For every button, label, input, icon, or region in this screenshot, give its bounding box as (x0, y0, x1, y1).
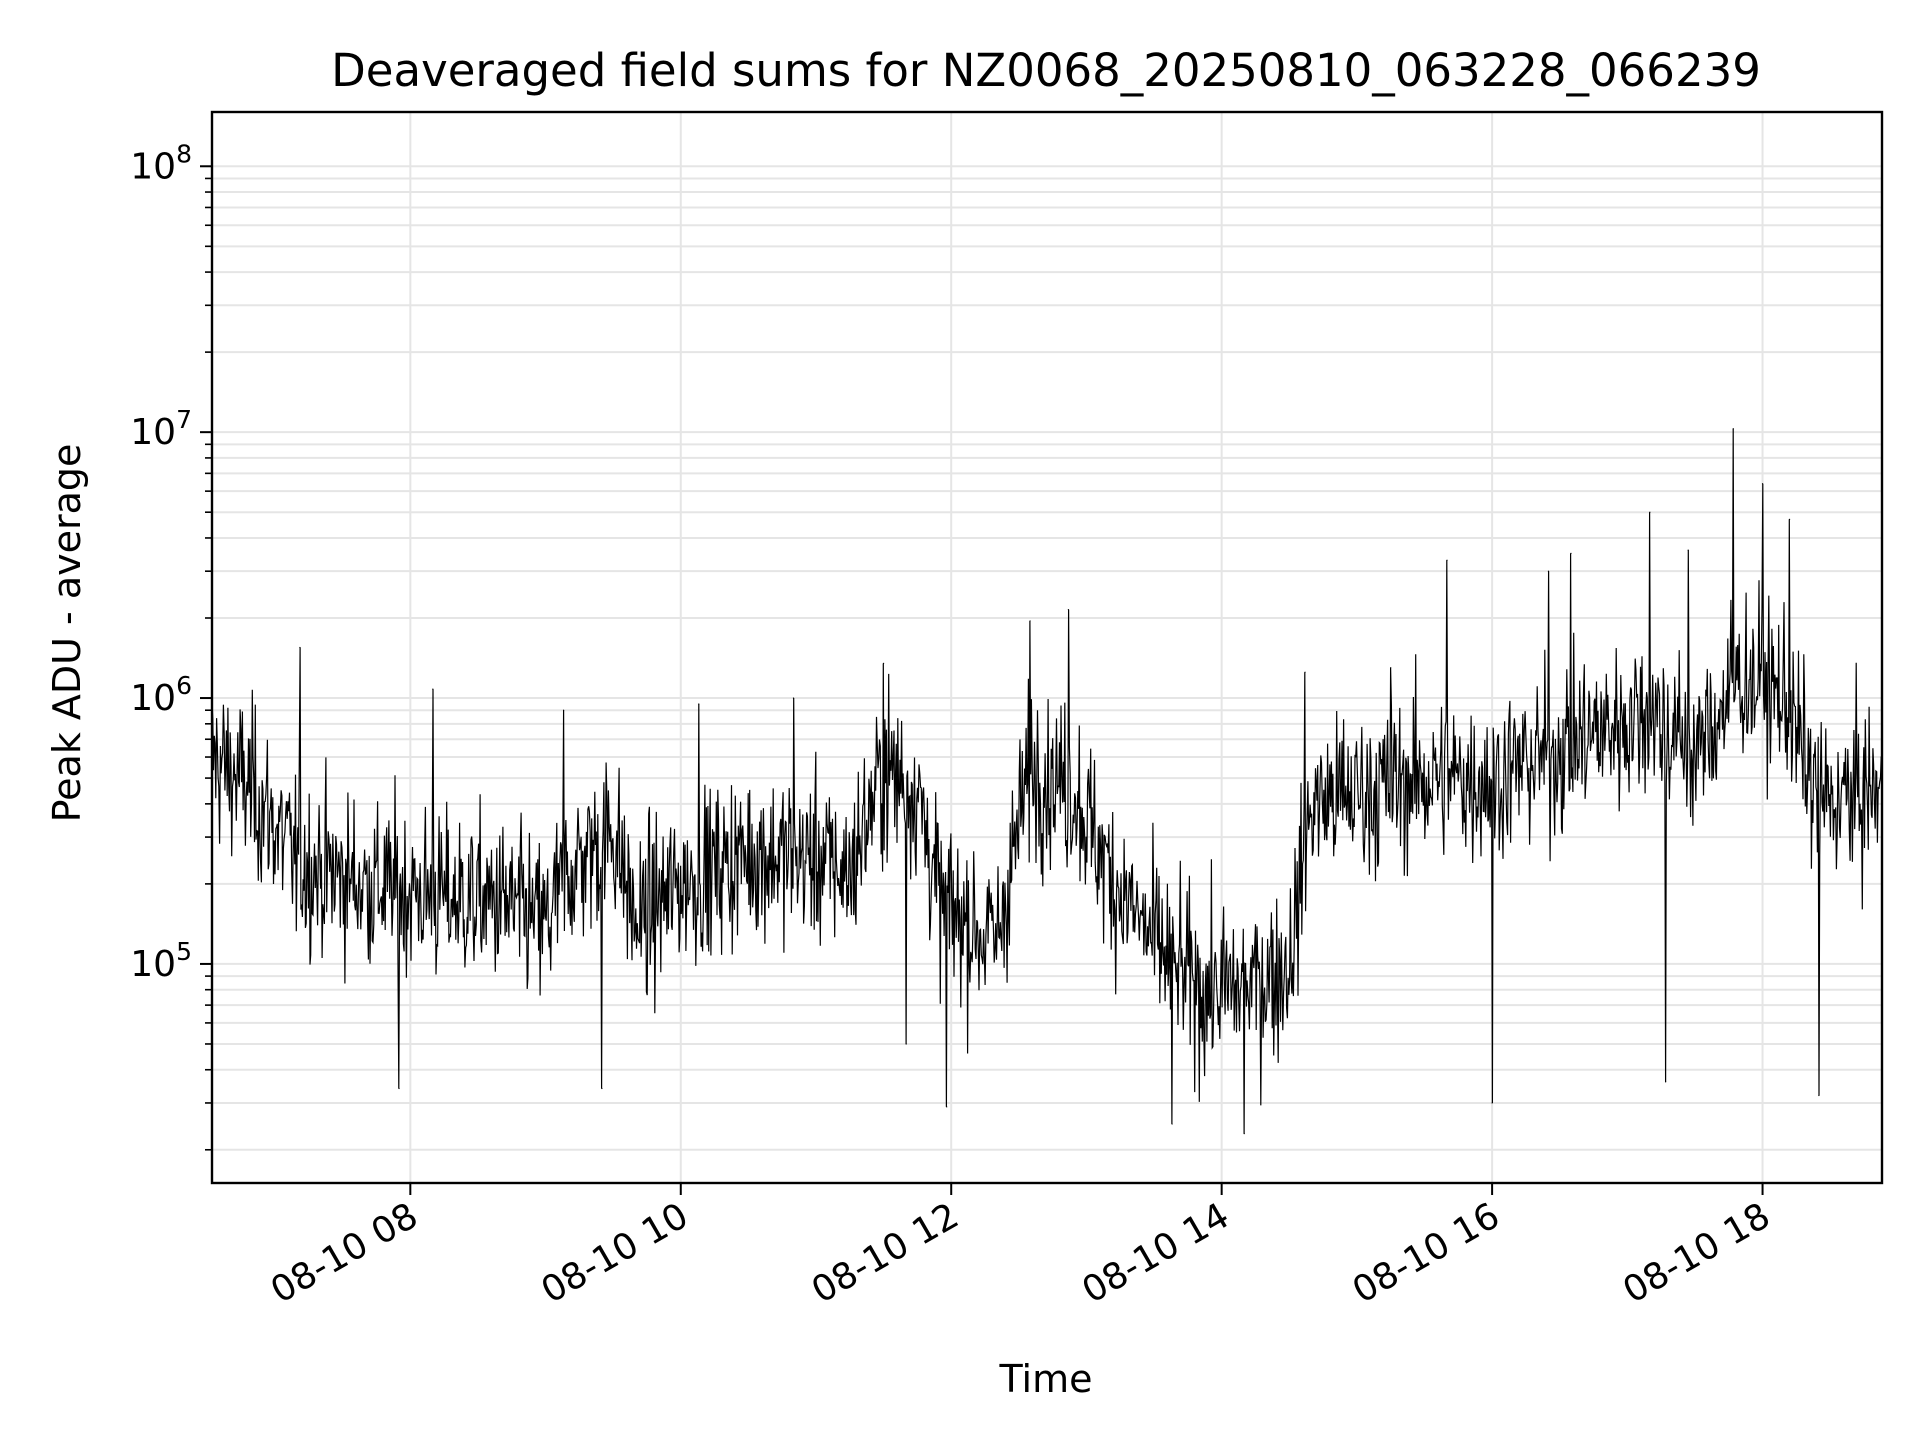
y-tick-label: 108 (130, 139, 192, 187)
dip-point (601, 1087, 603, 1090)
spike-point (1761, 483, 1764, 485)
dip-point (905, 1043, 907, 1045)
spike-point (1304, 671, 1306, 673)
dip-point (398, 1087, 400, 1090)
dip-point (1818, 1094, 1820, 1097)
y-tick-label: 107 (130, 405, 192, 453)
spike-point (1788, 518, 1791, 520)
y-axis-label: Peak ADU - average (45, 444, 89, 823)
spike-point (1029, 620, 1031, 622)
spike-point (1390, 667, 1392, 669)
spike-point (792, 697, 795, 699)
spike-point (698, 703, 700, 705)
spike-point (1732, 428, 1734, 430)
dip-point (1243, 1133, 1245, 1135)
dip-point (1665, 1081, 1667, 1083)
spike-point (1067, 609, 1070, 611)
spike-point (1446, 559, 1448, 561)
y-tick-label: 105 (130, 937, 192, 985)
spike-point (562, 709, 565, 711)
spike-point (1649, 511, 1651, 513)
series-line (211, 428, 1883, 1134)
spike-point (299, 646, 301, 649)
spike-point (1570, 552, 1572, 554)
x-axis-label: Time (999, 1357, 1093, 1401)
dip-point (1171, 1123, 1173, 1125)
chart-title: Deaveraged field sums for NZ0068_2025081… (331, 44, 1761, 97)
spike-point (883, 662, 885, 664)
spike-point (1687, 549, 1689, 551)
dip-point (1491, 1102, 1493, 1104)
axes-frame (210, 110, 1884, 1185)
spike-point (432, 688, 434, 690)
dip-point (946, 1106, 948, 1108)
spike-point (1547, 570, 1550, 572)
y-tick-label: 106 (130, 671, 192, 719)
